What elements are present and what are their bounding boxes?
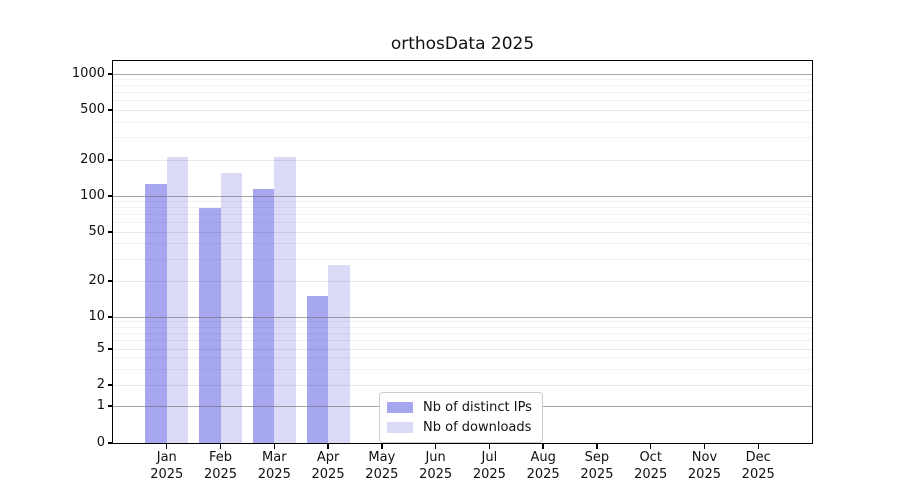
x-tick-mark: [273, 444, 275, 449]
x-tick-month: May: [368, 450, 396, 465]
y-tick-mark: [108, 73, 113, 75]
x-tick-mark: [381, 444, 383, 449]
y-tick-label: 10: [88, 309, 105, 324]
x-tick-label: Feb 2025: [189, 450, 253, 483]
y-tick-mark: [108, 280, 113, 282]
x-tick-mark: [757, 444, 759, 449]
x-tick-mark: [434, 444, 437, 449]
plot-area: Nb of distinct IPs Nb of downloads: [112, 60, 813, 444]
x-tick-label: Apr 2025: [296, 450, 360, 483]
x-tick-year: 2025: [687, 466, 721, 482]
x-tick-label: Oct 2025: [619, 450, 683, 483]
x-tick-month: Dec: [745, 450, 771, 465]
y-tick-mark: [108, 316, 113, 318]
x-tick-month: Apr: [316, 450, 340, 465]
x-tick-month: Feb: [209, 450, 233, 465]
bar-ips-jan: [145, 184, 167, 443]
y-tick-label: 500: [80, 102, 105, 117]
x-tick-year: 2025: [203, 466, 238, 482]
x-tick-mark: [327, 444, 329, 449]
bar-downloads-mar: [274, 157, 296, 443]
legend-row: Nb of downloads: [387, 417, 542, 437]
legend-label: Nb of distinct IPs: [423, 399, 532, 415]
bar-ips-mar: [252, 188, 275, 443]
x-tick-month: Nov: [691, 450, 718, 465]
x-tick-label: Jun 2025: [404, 450, 468, 483]
bars-layer: [113, 61, 812, 443]
bar-downloads-jan: [166, 157, 189, 443]
x-tick-mark: [166, 444, 168, 449]
y-tick-mark: [108, 231, 113, 233]
x-tick-year: 2025: [257, 466, 291, 482]
x-tick-label: Mar 2025: [242, 450, 306, 483]
x-tick-label: Aug 2025: [511, 450, 575, 483]
x-tick-year: 2025: [634, 466, 668, 482]
legend-swatch-downloads: [387, 421, 413, 433]
x-tick-mark: [649, 444, 652, 449]
y-tick-mark: [108, 195, 113, 197]
x-tick-year: 2025: [526, 466, 560, 482]
x-tick-label: Nov 2025: [672, 450, 736, 483]
x-tick-mark: [542, 444, 544, 449]
x-tick-mark: [596, 444, 598, 449]
x-tick-year: 2025: [472, 466, 506, 482]
x-tick-year: 2025: [580, 466, 614, 482]
x-tick-year: 2025: [741, 466, 775, 482]
bar-downloads-feb: [220, 173, 243, 443]
x-tick-month: Sep: [584, 450, 610, 465]
x-tick-label: Jan 2025: [135, 450, 199, 483]
legend-row: Nb of distinct IPs: [387, 397, 542, 417]
y-tick-mark: [108, 159, 113, 161]
y-tick-label: 100: [80, 188, 105, 203]
x-tick-year: 2025: [365, 466, 399, 482]
y-tick-label: 1: [96, 398, 105, 413]
chart-title: orthosData 2025: [390, 34, 535, 54]
x-tick-year: 2025: [150, 466, 184, 482]
y-tick-label: 5: [96, 341, 105, 356]
x-tick-label: Jul 2025: [457, 450, 521, 483]
legend: Nb of distinct IPs Nb of downloads: [379, 392, 543, 443]
y-tick-label: 200: [80, 152, 105, 167]
bar-ips-apr: [306, 295, 329, 443]
x-tick-mark: [219, 444, 222, 449]
y-tick-label: 50: [88, 224, 105, 239]
x-tick-mark: [703, 444, 706, 449]
x-tick-month: Jul: [481, 450, 498, 465]
y-tick-mark: [108, 348, 113, 350]
y-tick-mark: [108, 109, 113, 111]
x-tick-month: Oct: [639, 450, 662, 465]
y-tick-mark: [108, 442, 113, 444]
x-tick-month: Aug: [530, 450, 556, 465]
x-tick-mark: [488, 444, 491, 449]
x-tick-month: Mar: [262, 450, 287, 465]
x-tick-year: 2025: [311, 466, 345, 482]
x-tick-year: 2025: [419, 466, 453, 482]
bar-ips-feb: [199, 207, 221, 443]
legend-swatch-ips: [387, 401, 413, 413]
x-tick-label: Sep 2025: [565, 450, 629, 483]
legend-label: Nb of downloads: [423, 419, 532, 435]
x-tick-month: Jan: [156, 450, 177, 465]
y-tick-mark: [108, 405, 113, 407]
y-tick-label: 20: [88, 273, 105, 288]
x-tick-label: Dec 2025: [726, 450, 790, 483]
y-tick-label: 2: [96, 377, 105, 392]
y-tick-label: 0: [96, 435, 105, 450]
x-tick-label: May 2025: [350, 450, 414, 483]
x-tick-month: Jun: [425, 450, 446, 465]
y-tick-label: 1000: [71, 66, 105, 81]
y-tick-mark: [108, 384, 113, 386]
bar-downloads-apr: [328, 264, 350, 443]
